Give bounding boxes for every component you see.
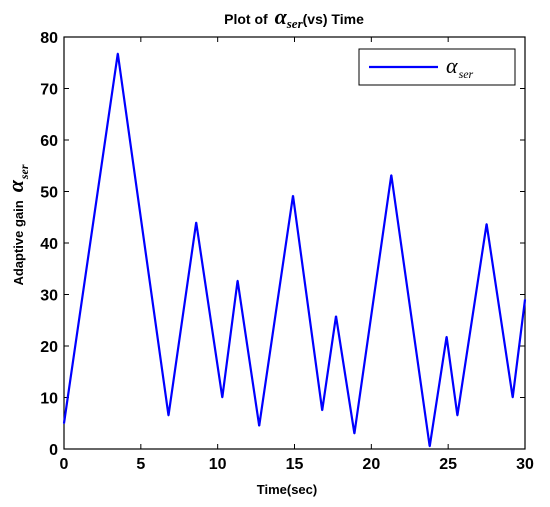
plot-area bbox=[63, 36, 526, 450]
data-point bbox=[221, 396, 224, 399]
y-tick-label: 80 bbox=[40, 30, 58, 47]
y-axis: 0 10 20 30 40 50 60 70 80 bbox=[40, 30, 525, 459]
y-tick-label: 30 bbox=[40, 288, 58, 305]
data-point bbox=[167, 414, 170, 417]
y-tick-label: 40 bbox=[40, 236, 58, 253]
x-axis: 0 5 10 15 20 25 30 bbox=[60, 37, 534, 473]
y-axis-label: Adaptive gain αser bbox=[3, 164, 31, 285]
x-tick-label: 5 bbox=[136, 456, 145, 473]
data-point bbox=[321, 409, 323, 412]
data-point bbox=[456, 414, 459, 417]
chart-title-subscript: ser bbox=[286, 16, 304, 31]
chart-title-prefix: Plot of bbox=[224, 11, 271, 27]
data-point bbox=[353, 432, 356, 435]
data-point bbox=[258, 425, 260, 427]
x-tick-label: 10 bbox=[209, 456, 227, 473]
data-point bbox=[195, 221, 197, 224]
y-tick-label: 60 bbox=[40, 133, 58, 150]
data-point bbox=[524, 298, 526, 301]
series-points bbox=[63, 52, 526, 448]
y-axis-label-subscript: ser bbox=[17, 164, 31, 180]
data-point bbox=[428, 445, 431, 448]
x-tick-label: 15 bbox=[286, 456, 304, 473]
legend-label-subscript: ser bbox=[459, 67, 474, 81]
x-tick-label: 30 bbox=[516, 456, 534, 473]
legend: αser bbox=[358, 48, 516, 86]
series-line-alpha-ser bbox=[62, 53, 527, 447]
y-axis-label-symbol: α bbox=[3, 179, 28, 192]
data-point bbox=[485, 223, 488, 225]
chart-title-symbol: α bbox=[275, 4, 288, 29]
x-tick-label: 20 bbox=[362, 456, 380, 473]
y-tick-label: 10 bbox=[40, 391, 58, 408]
x-tick-label: 25 bbox=[439, 456, 457, 473]
x-axis-label: Time(sec) bbox=[257, 482, 317, 497]
y-axis-label-text: Adaptive gain bbox=[11, 200, 26, 285]
data-point bbox=[390, 174, 393, 176]
chart-title-suffix: (vs) Time bbox=[303, 11, 364, 27]
data-point bbox=[236, 279, 239, 282]
chart-title: Plot of αser(vs) Time bbox=[224, 4, 364, 31]
legend-label: αser bbox=[446, 53, 474, 81]
data-point bbox=[335, 315, 337, 317]
y-tick-label: 20 bbox=[40, 339, 58, 356]
data-point bbox=[511, 396, 514, 399]
data-point bbox=[445, 335, 448, 338]
x-tick-label: 0 bbox=[60, 456, 69, 473]
y-axis-label-group: Adaptive gain αser bbox=[3, 164, 31, 285]
y-tick-label: 70 bbox=[40, 82, 58, 99]
data-point bbox=[292, 194, 294, 197]
data-point bbox=[63, 422, 65, 425]
legend-label-symbol: α bbox=[446, 53, 458, 78]
y-tick-label: 0 bbox=[49, 442, 58, 459]
data-point bbox=[116, 52, 119, 55]
y-tick-label: 50 bbox=[40, 185, 58, 202]
